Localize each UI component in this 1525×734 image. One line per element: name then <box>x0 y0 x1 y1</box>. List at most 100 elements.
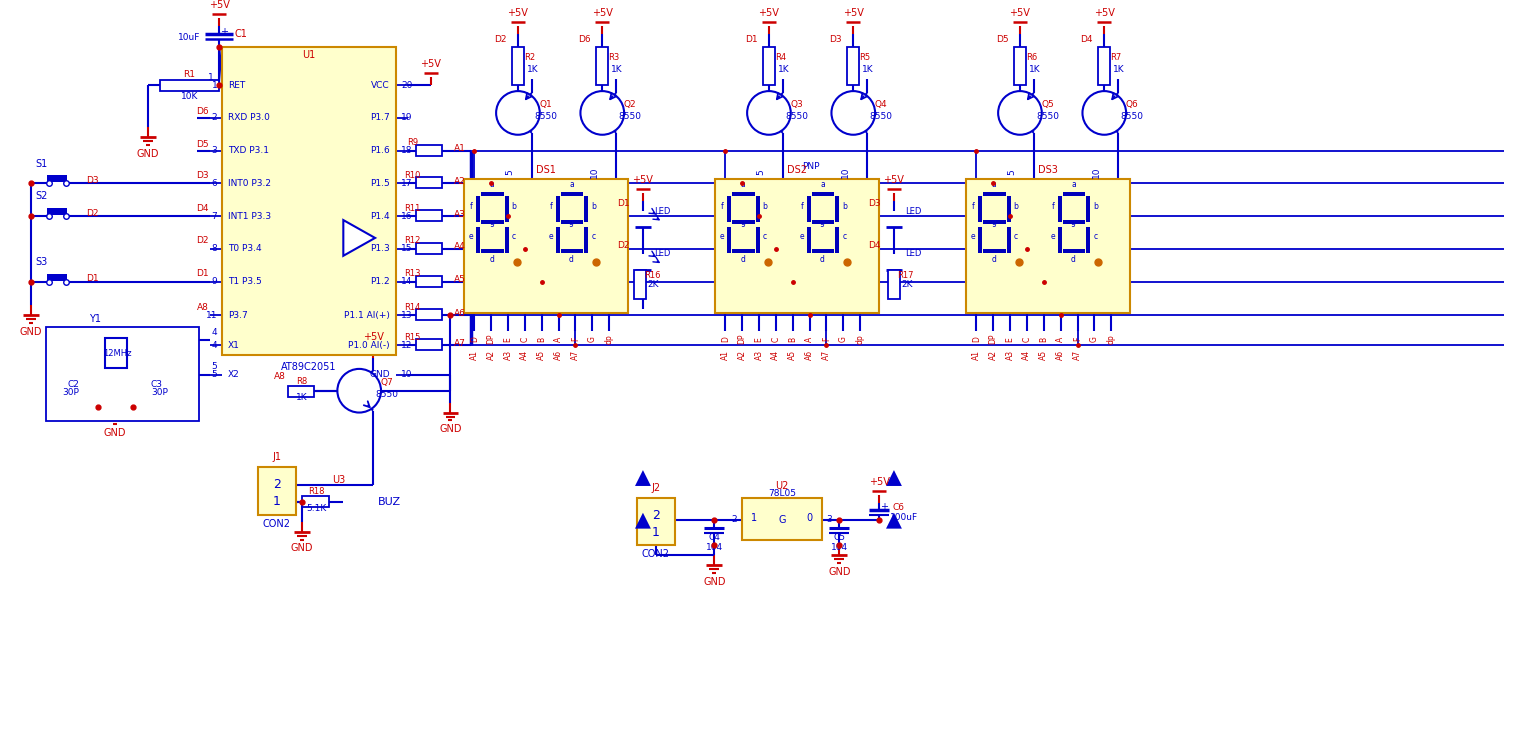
Text: 2K: 2K <box>901 280 912 289</box>
Text: Q1: Q1 <box>540 101 552 109</box>
Text: g: g <box>1071 217 1077 227</box>
Text: GND: GND <box>828 567 851 577</box>
Bar <box>1086 227 1090 252</box>
Text: R6: R6 <box>1026 53 1037 62</box>
Text: 1K: 1K <box>862 65 874 73</box>
Text: A8: A8 <box>197 303 209 312</box>
Circle shape <box>831 91 875 135</box>
Bar <box>596 48 608 85</box>
Text: A2: A2 <box>988 350 997 360</box>
Text: R10: R10 <box>404 171 421 180</box>
Text: A3: A3 <box>755 350 764 360</box>
Text: 10: 10 <box>1092 167 1101 178</box>
Bar <box>105 338 127 368</box>
Bar <box>584 227 589 252</box>
Text: f: f <box>721 202 724 211</box>
Text: G: G <box>778 515 785 525</box>
Text: a: a <box>490 180 494 189</box>
Text: 2K: 2K <box>647 280 659 289</box>
Text: A3: A3 <box>453 210 465 219</box>
Text: a: a <box>569 180 573 189</box>
Text: 5: 5 <box>1008 170 1017 175</box>
Bar <box>1098 48 1110 85</box>
Bar <box>967 179 1130 313</box>
Text: G: G <box>1090 336 1100 342</box>
Text: 12MHz: 12MHz <box>102 349 131 357</box>
Text: Q5: Q5 <box>1042 101 1054 109</box>
Text: CON2: CON2 <box>642 550 669 559</box>
Text: D: D <box>470 336 479 342</box>
Text: D2: D2 <box>85 208 99 217</box>
Circle shape <box>747 91 791 135</box>
Text: D3: D3 <box>830 35 842 44</box>
Text: e: e <box>1051 233 1055 241</box>
Bar <box>416 309 442 320</box>
Polygon shape <box>886 513 901 528</box>
Circle shape <box>337 369 381 413</box>
Text: 13: 13 <box>401 310 412 320</box>
Text: A4: A4 <box>1022 350 1031 360</box>
Text: Q7: Q7 <box>381 378 393 388</box>
Text: 8: 8 <box>212 244 218 253</box>
Text: C4: C4 <box>709 533 720 542</box>
Text: GND: GND <box>20 327 43 337</box>
Text: 100uF: 100uF <box>889 513 918 522</box>
Text: F: F <box>822 337 831 341</box>
Text: LED: LED <box>654 207 671 216</box>
Text: C1: C1 <box>235 29 247 39</box>
Bar <box>727 227 732 252</box>
Text: +5V: +5V <box>633 175 653 186</box>
Text: R3: R3 <box>608 53 619 62</box>
Bar <box>555 227 560 252</box>
Text: Q4: Q4 <box>875 101 888 109</box>
Text: 104: 104 <box>831 543 848 552</box>
Text: 7: 7 <box>212 211 218 221</box>
Text: S1: S1 <box>35 159 47 169</box>
Text: D3: D3 <box>868 199 880 208</box>
Text: +5V: +5V <box>758 8 779 18</box>
Text: e: e <box>971 233 976 241</box>
Text: 8550: 8550 <box>1037 112 1060 121</box>
Text: D6: D6 <box>578 35 590 44</box>
Text: 0: 0 <box>807 513 813 523</box>
Text: X1: X1 <box>229 341 239 349</box>
Text: GND: GND <box>137 148 159 159</box>
Text: d: d <box>490 255 494 264</box>
Text: GND: GND <box>439 424 462 435</box>
Text: GND: GND <box>104 429 127 438</box>
Bar <box>561 192 584 196</box>
Text: D2: D2 <box>494 35 506 44</box>
Text: dp: dp <box>1107 334 1116 344</box>
Text: d: d <box>569 255 573 264</box>
Text: C: C <box>1022 336 1031 342</box>
Text: Q2: Q2 <box>624 101 636 109</box>
Text: A6: A6 <box>805 350 814 360</box>
Text: VCC: VCC <box>371 81 390 90</box>
Text: 17: 17 <box>401 179 412 188</box>
Text: d: d <box>1071 255 1077 264</box>
Text: 15: 15 <box>401 244 412 253</box>
Text: A1: A1 <box>721 350 730 360</box>
Bar <box>482 249 505 252</box>
Bar <box>848 48 859 85</box>
Text: 8550: 8550 <box>534 112 557 121</box>
Text: 1K: 1K <box>296 393 308 402</box>
Text: 8550: 8550 <box>785 112 808 121</box>
Text: b: b <box>511 202 517 211</box>
Text: c: c <box>842 233 846 241</box>
Text: 10: 10 <box>840 167 849 178</box>
Text: 5: 5 <box>505 170 514 175</box>
Text: D3: D3 <box>85 176 99 185</box>
Text: A3: A3 <box>503 350 512 360</box>
Bar <box>416 210 442 221</box>
Text: E: E <box>503 337 512 341</box>
Text: J2: J2 <box>651 483 660 493</box>
Bar <box>637 498 674 545</box>
Text: DP: DP <box>738 334 747 344</box>
Polygon shape <box>634 470 651 486</box>
Text: c: c <box>762 233 767 241</box>
Text: A6: A6 <box>554 350 563 360</box>
Text: b: b <box>762 202 767 211</box>
Text: c: c <box>512 233 515 241</box>
Bar <box>561 249 584 252</box>
